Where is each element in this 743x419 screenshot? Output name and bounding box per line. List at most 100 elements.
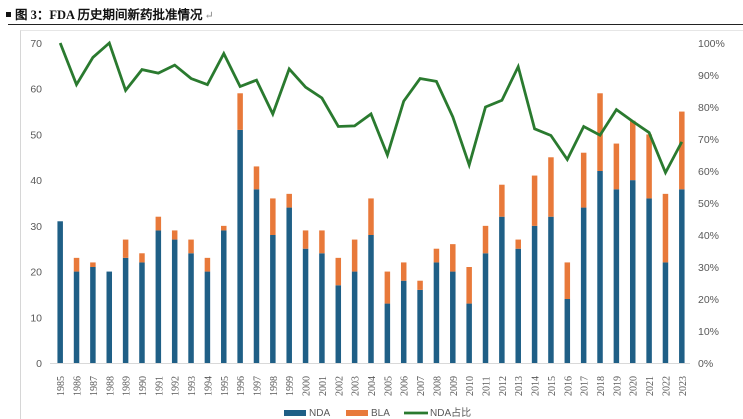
- bar-nda: [351, 271, 358, 363]
- bar-bla: [384, 271, 391, 304]
- bar-bla: [482, 225, 489, 254]
- y-left-tick-label: 70: [30, 38, 42, 50]
- bar-nda: [466, 303, 472, 363]
- x-tick-label: 1996: [236, 376, 247, 396]
- x-tick-label: 2013: [514, 376, 525, 396]
- bar-bla: [270, 198, 276, 235]
- y-left-tick-label: 50: [30, 129, 42, 141]
- bar-bla: [122, 239, 129, 258]
- bar-bla: [237, 93, 243, 130]
- x-tick-label: 1988: [105, 376, 116, 396]
- bar-nda: [73, 271, 80, 363]
- y-left-tick-label: 40: [30, 175, 42, 187]
- bar-nda: [450, 271, 456, 363]
- x-tick-label: 2006: [400, 376, 411, 396]
- bar-bla: [73, 257, 80, 272]
- bar-nda: [221, 230, 227, 363]
- bullet-square-icon: [6, 11, 11, 17]
- x-tick-label: 1999: [285, 376, 296, 396]
- bar-nda: [482, 253, 489, 363]
- bar-nda: [122, 257, 129, 363]
- bar-bla: [580, 152, 587, 208]
- legend-label-bla: BLA: [371, 408, 390, 418]
- bar-bla: [499, 184, 505, 217]
- x-tick-label: 2023: [678, 376, 689, 396]
- x-tick-label: 2020: [629, 376, 640, 396]
- x-tick-label: 2011: [482, 376, 493, 396]
- bar-bla: [531, 175, 538, 226]
- bar-nda: [499, 216, 505, 363]
- bar-bla: [613, 143, 620, 190]
- bar-bla: [548, 157, 554, 217]
- caption-underline: [8, 24, 743, 25]
- y-right-tick-label: 60%: [698, 166, 719, 178]
- x-tick-label: 2022: [661, 376, 672, 396]
- y-right-tick-label: 10%: [698, 326, 719, 338]
- x-tick-label: 2004: [367, 376, 378, 396]
- x-tick-label: 2014: [531, 376, 542, 396]
- x-tick-label: 1986: [73, 376, 84, 396]
- y-left-tick-label: 10: [30, 312, 42, 324]
- x-tick-label: 2003: [351, 376, 362, 396]
- y-left-tick-label: 30: [30, 221, 42, 233]
- bar-nda: [417, 289, 423, 363]
- bar-bla: [221, 225, 227, 231]
- bar-bla: [204, 257, 211, 272]
- legend-label-nda: NDA: [309, 408, 330, 418]
- bar-bla: [466, 267, 472, 304]
- x-tick-label: 2001: [318, 376, 329, 396]
- bar-bla: [368, 198, 374, 235]
- y-right-tick-label: 90%: [698, 70, 719, 82]
- y-right-tick-label: 30%: [698, 262, 719, 274]
- y-left-tick-label: 20: [30, 267, 42, 279]
- bar-nda: [433, 262, 440, 363]
- bar-nda: [384, 303, 391, 363]
- x-tick-label: 1989: [122, 376, 133, 396]
- bar-nda: [597, 171, 603, 363]
- bar-nda: [302, 248, 309, 363]
- legend-swatch-bla: [346, 410, 368, 416]
- x-tick-label: 2015: [547, 376, 558, 396]
- bar-nda: [515, 248, 521, 363]
- bar-nda: [679, 189, 685, 363]
- x-tick-label: 1994: [203, 376, 214, 396]
- bar-bla: [515, 239, 521, 249]
- bar-bla: [319, 230, 325, 254]
- bar-bla: [450, 244, 456, 272]
- bar-nda: [646, 198, 652, 363]
- x-tick-label: 1998: [269, 376, 280, 396]
- y-left-tick-label: 60: [30, 84, 42, 96]
- x-tick-label: 2018: [596, 376, 607, 396]
- y-right-tick-label: 0%: [698, 358, 713, 370]
- bar-nda: [270, 235, 276, 363]
- bar-bla: [155, 216, 162, 231]
- bar-bla: [188, 239, 194, 254]
- figure-caption-text: 图 3：FDA 历史期间新药批准情况: [15, 8, 203, 22]
- bar-bla: [335, 257, 342, 286]
- bar-bla: [302, 230, 309, 249]
- x-tick-label: 2019: [612, 376, 623, 396]
- bar-bla: [597, 93, 603, 171]
- bar-nda: [171, 239, 178, 363]
- y-right-tick-label: 20%: [698, 294, 719, 306]
- x-tick-label: 1991: [154, 376, 165, 396]
- bar-bla: [646, 134, 652, 199]
- bar-nda: [531, 225, 538, 363]
- x-tick-label: 2008: [432, 376, 443, 396]
- chart-frame: [20, 30, 743, 419]
- bar-bla: [662, 193, 669, 263]
- bar-bla: [139, 253, 145, 263]
- x-tick-label: 1990: [138, 376, 149, 396]
- x-tick-label: 1995: [220, 376, 231, 396]
- bar-nda: [188, 253, 194, 363]
- bar-nda: [613, 189, 620, 363]
- bar-bla: [679, 111, 685, 190]
- x-tick-label: 1997: [252, 376, 263, 396]
- y-left-tick-label: 0: [36, 358, 42, 370]
- bar-nda: [57, 221, 63, 363]
- bar-bla: [400, 262, 407, 281]
- bar-nda: [253, 189, 260, 363]
- bar-bla: [286, 193, 292, 208]
- bar-nda: [335, 285, 342, 363]
- bar-nda: [548, 216, 554, 363]
